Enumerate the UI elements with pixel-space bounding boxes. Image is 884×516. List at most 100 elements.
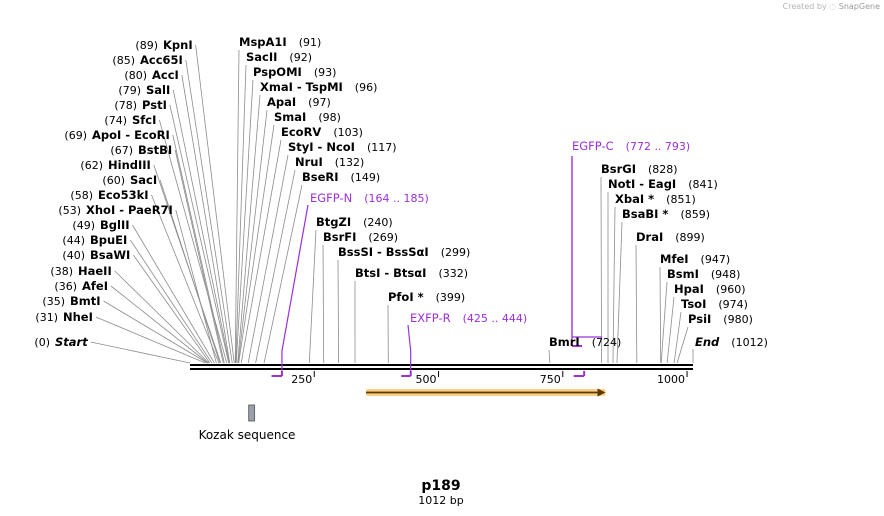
- site-position: (947): [701, 253, 731, 266]
- site-position: (332): [438, 267, 468, 280]
- site-label-start: Start (0): [34, 335, 88, 349]
- site-leader: [185, 59, 233, 364]
- site-name: EcoRV: [281, 125, 321, 139]
- site-label-xbai: XbaI * (851): [615, 192, 696, 206]
- site-name: BglII: [100, 218, 130, 232]
- site-position: (85): [112, 54, 135, 67]
- site-position: (79): [118, 84, 141, 97]
- site-position: (74): [104, 114, 127, 127]
- kozak-block: [248, 404, 256, 422]
- site-leader: [151, 194, 220, 364]
- site-label-mfei: MfeI (947): [660, 252, 730, 266]
- site-label-saci: SacI (60): [102, 173, 157, 187]
- site-leader: [181, 74, 231, 364]
- site-label-bsabi: BsaBI * (859): [622, 207, 710, 221]
- bottom-strand-line: [190, 368, 693, 370]
- site-leader: [616, 221, 623, 364]
- site-position: (35): [42, 295, 65, 308]
- site-position: (40): [62, 249, 85, 262]
- site-label-btgzi: BtgZI (240): [316, 215, 393, 229]
- site-position: (49): [72, 219, 95, 232]
- site-leader: [114, 270, 210, 364]
- site-position: (78): [114, 99, 137, 112]
- site-position: (53): [58, 204, 81, 217]
- site-label-smai: SmaI (98): [274, 110, 341, 124]
- site-name: MfeI: [660, 252, 689, 266]
- site-name: DraI: [636, 230, 663, 244]
- site-label-psti: PstI (78): [114, 98, 166, 112]
- sequence-backbone: [190, 364, 693, 370]
- site-name: PfoI *: [388, 290, 424, 304]
- site-leader: [95, 316, 206, 364]
- site-leader: [255, 169, 296, 364]
- site-name: BsmI: [667, 267, 699, 281]
- orf-arrow: [365, 388, 606, 397]
- snapgene-logo-icon: ◌: [829, 2, 837, 11]
- site-leader: [153, 164, 222, 364]
- site-label-eco53ki: Eco53kI (58): [70, 188, 148, 202]
- site-name: HpaI: [674, 282, 704, 296]
- site-leader: [174, 149, 224, 364]
- primer-range: (772 .. 793): [626, 140, 691, 153]
- site-name: ApoI - EcoRI: [92, 128, 170, 142]
- site-leader: [195, 44, 235, 364]
- site-name: Eco53kI: [98, 188, 149, 202]
- primer-range: (164 .. 185): [364, 192, 429, 205]
- site-label-bsrgi: BsrGI (828): [601, 162, 678, 176]
- site-name: SmaI: [274, 110, 306, 124]
- site-label-ecorv: EcoRV (103): [281, 125, 363, 139]
- site-position: (399): [436, 291, 466, 304]
- site-label-noti-eagi: NotI - EagI (841): [608, 177, 718, 191]
- site-name: XhoI - PaeR7I: [86, 203, 173, 217]
- primer-name: EXFP-R: [410, 311, 451, 325]
- site-name: XmaI - TspMI: [260, 80, 343, 94]
- site-name: BsrFI: [323, 230, 356, 244]
- site-position: (859): [680, 208, 710, 221]
- site-label-end: End (1012): [695, 335, 768, 349]
- site-position: (91): [299, 36, 322, 49]
- site-position: (67): [110, 144, 133, 157]
- site-leaders: [90, 44, 694, 364]
- site-label-bmti: BmtI (35): [42, 294, 100, 308]
- site-label-mspa1i: MspA1I (91): [239, 35, 321, 49]
- site-position: (62): [80, 159, 103, 172]
- site-name: BsaWI: [90, 248, 130, 262]
- site-label-bglii: BglII (49): [72, 218, 129, 232]
- site-name: SacI: [130, 173, 157, 187]
- primer-exfp-r: EXFP-R (425 .. 444): [401, 311, 527, 377]
- kozak-label: Kozak sequence: [199, 428, 296, 442]
- site-label-kpni: KpnI (89): [135, 38, 192, 52]
- site-label-nhei: NheI (31): [35, 310, 92, 324]
- site-label-hpai: HpaI (960): [674, 282, 746, 296]
- primer-name: EGFP-N: [310, 191, 352, 205]
- site-position: (960): [716, 283, 746, 296]
- site-leader: [234, 49, 240, 364]
- site-position: (724): [592, 336, 622, 349]
- site-name: KpnI: [163, 38, 193, 52]
- site-position: (60): [102, 174, 125, 187]
- site-leader: [175, 209, 217, 364]
- site-position: (132): [335, 156, 365, 169]
- site-name: BtgZI: [316, 215, 351, 229]
- site-position: (117): [367, 141, 397, 154]
- site-position: (1012): [731, 336, 768, 349]
- site-name: BstBI: [138, 143, 172, 157]
- site-name: AccI: [152, 68, 179, 82]
- site-name: SalI: [146, 83, 170, 97]
- site-label-nrui: NruI (132): [295, 155, 364, 169]
- site-label-acci: AccI (80): [124, 68, 178, 82]
- site-position: (89): [135, 39, 158, 52]
- site-label-bseri: BseRI (149): [302, 170, 380, 184]
- site-name: BsaBI *: [622, 207, 668, 221]
- site-name: BmrI: [549, 335, 580, 349]
- sequence-title: p189: [421, 478, 460, 494]
- site-name: XbaI *: [615, 192, 654, 206]
- axis-ticks: 250 500 750 1000: [291, 371, 688, 386]
- site-leader: [110, 285, 209, 364]
- site-name: HaeII: [78, 264, 112, 278]
- primer-name: EGFP-C: [572, 139, 614, 153]
- site-leader: [635, 244, 638, 364]
- site-leader: [172, 134, 225, 364]
- axis-tick-label: 500: [416, 373, 437, 386]
